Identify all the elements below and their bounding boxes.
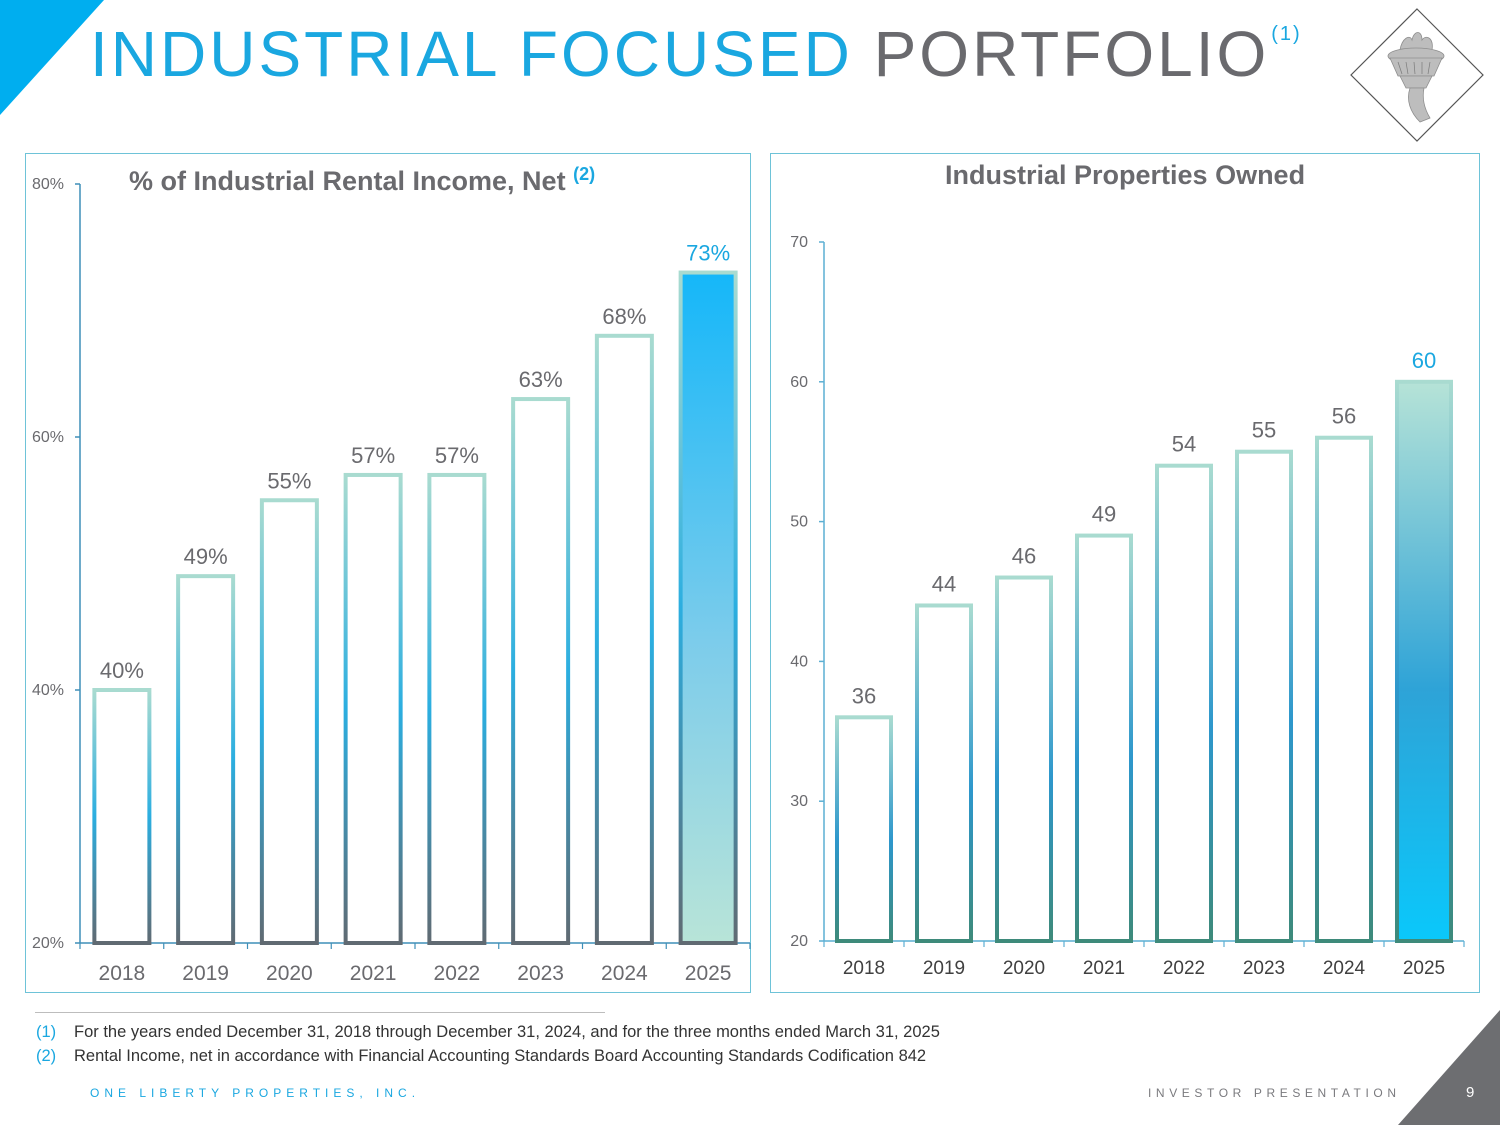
- bar: [1315, 435, 1373, 943]
- x-tick-label: 2025: [1403, 958, 1445, 979]
- chart-title-footnote-ref: (2): [573, 164, 596, 184]
- bar-highlight: [678, 270, 738, 945]
- y-tick-label: 60%: [32, 429, 64, 446]
- footnotes: (1) For the years ended December 31, 201…: [36, 1020, 940, 1068]
- y-tick-label: 60: [790, 374, 808, 391]
- x-tick-label: 2024: [601, 962, 648, 985]
- bar: [835, 715, 893, 943]
- x-tick-label: 2022: [1163, 958, 1205, 979]
- footnote-number: (1): [36, 1023, 57, 1041]
- bar: [259, 498, 319, 945]
- bar: [995, 575, 1053, 944]
- data-label: 55%: [267, 468, 311, 493]
- data-label: 49: [1092, 502, 1116, 527]
- bar: [1235, 449, 1293, 943]
- title-footnote-ref: (1): [1271, 23, 1302, 45]
- page-title: INDUSTRIAL FOCUSED PORTFOLIO (1): [90, 22, 1302, 86]
- x-tick-label: 2020: [266, 962, 313, 985]
- x-tick-label: 2022: [434, 962, 481, 985]
- footnote-number: (2): [36, 1047, 57, 1065]
- x-tick-label: 2020: [1003, 958, 1045, 979]
- chart-title: % of Industrial Rental Income, Net (2): [129, 164, 596, 197]
- x-tick-label: 2021: [1083, 958, 1125, 979]
- chart-title: Industrial Properties Owned: [945, 160, 1305, 191]
- footnote-divider: [35, 1012, 605, 1013]
- x-tick-label: 2019: [182, 962, 229, 985]
- chart-title-text: Industrial Properties Owned: [945, 160, 1306, 190]
- data-label: 56: [1332, 404, 1356, 429]
- y-tick-label: 70: [790, 234, 808, 251]
- data-label: 46: [1012, 544, 1036, 569]
- data-label: 36: [852, 683, 876, 708]
- bar: [1155, 463, 1213, 943]
- x-tick-label: 2025: [685, 962, 732, 985]
- corner-accent-triangle: [0, 0, 104, 115]
- x-tick-label: 2021: [350, 962, 397, 985]
- y-tick-label: 40%: [32, 682, 64, 699]
- x-tick-label: 2023: [517, 962, 564, 985]
- y-tick-label: 40: [790, 653, 808, 670]
- bar: [915, 603, 973, 943]
- bar: [343, 472, 403, 945]
- page-title-accent: INDUSTRIAL FOCUSED: [90, 18, 853, 90]
- data-label: 54: [1172, 432, 1196, 457]
- bar-highlight: [1395, 379, 1453, 943]
- data-label: 49%: [184, 544, 228, 569]
- data-label: 40%: [100, 658, 144, 683]
- x-tick-label: 2024: [1323, 958, 1366, 979]
- bar: [92, 688, 152, 945]
- y-tick-label: 20: [790, 933, 808, 950]
- page-number: 9: [1466, 1084, 1475, 1101]
- footnote-1: (1) For the years ended December 31, 201…: [36, 1020, 940, 1044]
- x-tick-label: 2019: [923, 958, 965, 979]
- y-tick-label: 50: [790, 514, 808, 531]
- bar: [511, 397, 571, 945]
- footer-document-name: INVESTOR PRESENTATION: [1148, 1086, 1401, 1100]
- data-label: 63%: [519, 367, 563, 392]
- footnote-text: For the years ended December 31, 2018 th…: [74, 1023, 940, 1041]
- data-label: 68%: [602, 304, 646, 329]
- page-title-main: PORTFOLIO: [873, 18, 1270, 90]
- corner-page-triangle: [1398, 1010, 1500, 1125]
- footnote-text: Rental Income, net in accordance with Fi…: [74, 1047, 927, 1065]
- data-label: 57%: [351, 443, 395, 468]
- data-label: 60: [1412, 348, 1436, 373]
- bar: [427, 472, 487, 945]
- data-label: 73%: [686, 241, 730, 266]
- torch-logo-icon: [1350, 8, 1484, 142]
- data-label: 44: [932, 571, 956, 596]
- y-tick-label: 30: [790, 793, 808, 810]
- bar: [176, 574, 236, 946]
- chart-title-text: % of Industrial Rental Income, Net: [129, 166, 566, 196]
- bar: [594, 333, 654, 945]
- footer-company-name: ONE LIBERTY PROPERTIES, INC.: [90, 1086, 421, 1100]
- y-tick-label: 80%: [32, 176, 64, 193]
- x-tick-label: 2018: [99, 962, 146, 985]
- data-label: 55: [1252, 418, 1276, 443]
- data-label: 57%: [435, 443, 479, 468]
- y-tick-label: 20%: [32, 935, 64, 952]
- x-tick-label: 2018: [843, 958, 885, 979]
- x-tick-label: 2023: [1243, 958, 1285, 979]
- footnote-2: (2) Rental Income, net in accordance wit…: [36, 1044, 940, 1068]
- bar: [1075, 533, 1133, 944]
